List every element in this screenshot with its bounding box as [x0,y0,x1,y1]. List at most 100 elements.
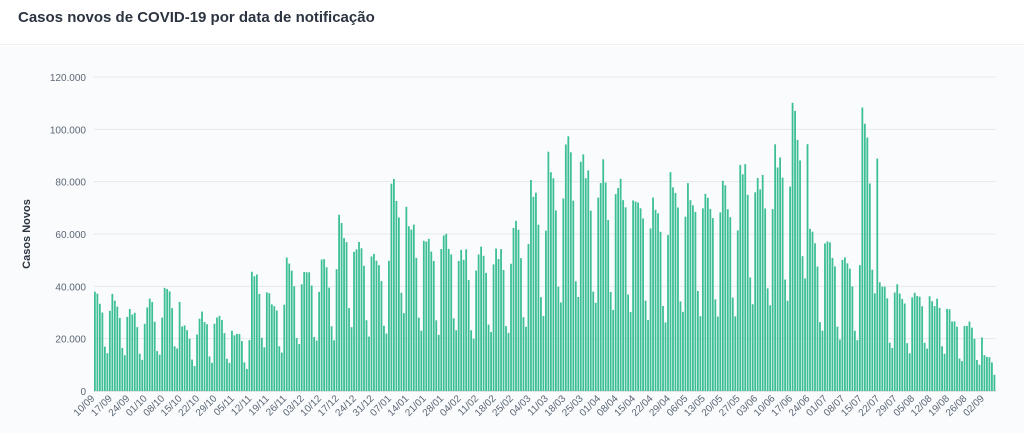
bar[interactable] [572,200,575,391]
bar[interactable] [806,144,809,391]
bar[interactable] [699,316,702,391]
bar[interactable] [161,317,164,391]
bar[interactable] [158,354,161,391]
bar[interactable] [133,312,136,391]
bar[interactable] [532,196,535,391]
bar[interactable] [490,331,492,391]
bar[interactable] [370,256,373,391]
bar[interactable] [654,209,657,391]
bar[interactable] [542,316,545,391]
bar[interactable] [280,352,283,391]
bar[interactable] [390,183,393,391]
bar[interactable] [652,197,654,391]
bar[interactable] [769,305,772,391]
bar[interactable] [674,192,677,391]
bar[interactable] [557,286,560,391]
bar[interactable] [592,291,595,391]
bar[interactable] [821,330,824,391]
bar[interactable] [238,334,241,391]
bar[interactable] [741,174,744,391]
bar[interactable] [711,218,714,391]
bar[interactable] [128,308,131,391]
bar[interactable] [258,293,261,391]
bar[interactable] [931,301,934,391]
bar[interactable] [552,178,555,391]
bar[interactable] [584,178,587,391]
bar[interactable] [530,179,532,391]
bar[interactable] [123,355,126,391]
bar[interactable] [976,359,978,391]
bar[interactable] [313,336,316,391]
bar[interactable] [888,342,891,391]
bar[interactable] [729,217,732,391]
bar[interactable] [771,209,774,391]
bar[interactable] [991,362,993,391]
bar[interactable] [495,248,497,391]
bar[interactable] [402,313,405,391]
bar[interactable] [405,206,408,391]
bar[interactable] [938,307,941,391]
bar[interactable] [293,286,296,391]
bar[interactable] [228,362,231,391]
bar[interactable] [701,208,704,391]
bar[interactable] [196,334,198,391]
bar[interactable] [283,304,286,391]
bar[interactable] [764,208,767,391]
bar[interactable] [574,281,577,391]
bar[interactable] [968,321,971,391]
bar[interactable] [253,276,256,391]
bar[interactable] [233,335,236,391]
bar[interactable] [213,323,216,391]
bar[interactable] [918,296,921,391]
bar[interactable] [599,183,602,391]
bar[interactable] [881,286,884,391]
bar[interactable] [624,207,627,391]
bar[interactable] [756,178,759,391]
bar[interactable] [108,310,111,391]
bar[interactable] [340,222,343,391]
bar[interactable] [450,254,453,391]
bar[interactable] [522,317,525,391]
bar[interactable] [452,318,455,391]
bar[interactable] [151,302,154,391]
bar[interactable] [106,353,109,391]
bar[interactable] [694,211,697,391]
bar[interactable] [470,330,473,391]
bar[interactable] [716,316,719,391]
bar[interactable] [971,327,973,391]
bar[interactable] [731,297,734,391]
bar[interactable] [921,306,924,391]
bar[interactable] [604,182,607,391]
bar[interactable] [255,274,258,392]
bar[interactable] [861,107,864,392]
bar[interactable] [166,288,169,391]
bar[interactable] [786,300,789,391]
bar[interactable] [335,269,338,391]
bar[interactable] [141,359,144,391]
bar[interactable] [500,249,502,391]
bar[interactable] [577,297,580,391]
bar[interactable] [248,340,251,391]
bar[interactable] [973,338,976,391]
bar[interactable] [607,220,610,391]
bar[interactable] [831,257,834,391]
bar[interactable] [290,270,293,391]
bar[interactable] [602,159,605,391]
bar[interactable] [761,174,764,391]
bar[interactable] [278,346,281,391]
bar[interactable] [241,341,243,391]
bar[interactable] [829,242,831,391]
bar[interactable] [243,362,246,391]
bar[interactable] [627,294,630,391]
bar[interactable] [345,242,348,391]
bar[interactable] [886,298,889,391]
bar[interactable] [343,238,345,391]
bar[interactable] [734,316,737,391]
bar[interactable] [856,340,859,391]
bar[interactable] [911,297,914,391]
bar[interactable] [126,316,129,391]
bar[interactable] [749,277,752,391]
bar[interactable] [333,340,335,391]
bar[interactable] [467,280,470,391]
bar[interactable] [639,208,642,391]
